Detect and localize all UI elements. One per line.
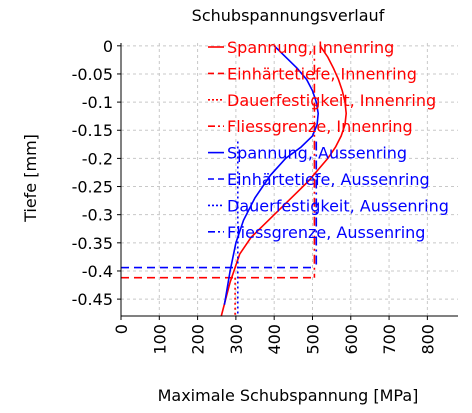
legend-label: Dauerfestigkeit, Innenring [227,91,436,110]
x-tick-label: 200 [189,324,208,355]
y-tick-label: -0.25 [72,178,113,197]
y-tick-label: -0.1 [82,93,113,112]
y-tick-label: -0.45 [72,290,113,309]
legend-label: Fliessgrenze, Aussenring [227,223,425,242]
y-tick-label: -0.35 [72,234,113,253]
series-line [223,45,320,305]
series-line [220,45,348,317]
x-tick-label: 500 [303,324,322,355]
y-tick-label: -0.15 [72,121,113,140]
y-tick-label: -0.05 [72,65,113,84]
x-tick-label: 400 [265,324,284,355]
x-tick-label: 300 [227,324,246,355]
y-tick-label: -0.4 [82,262,113,281]
legend-label: Dauerfestigkeit, Aussenring [227,196,449,215]
x-tick-label: 800 [418,324,437,355]
x-tick-label: 700 [380,324,399,355]
x-tick-label: 0 [112,324,131,334]
legend: Spannung, Innenring Einhärtetiefe, Innenr… [208,38,449,242]
y-tick-label: -0.3 [82,206,113,225]
grid-layer [120,43,458,316]
series-layer [121,45,348,317]
x-axis-label: Maximale Schubspannung [MPa] [158,386,419,405]
y-axis-label: Tiefe [mm] [21,134,40,223]
chart-title: Schubspannungsverlauf [192,6,385,25]
legend-label: Fliessgrenze, Innenring [227,117,413,136]
x-tick-label: 100 [150,324,169,355]
y-tick-label: 0 [103,37,113,56]
y-tick-label: -0.2 [82,149,113,168]
legend-label: Spannung, Innenring [227,38,394,57]
legend-label: Einhärtetiefe, Aussenring [227,170,430,189]
legend-label: Spannung, Aussenring [227,144,407,163]
x-tick-label: 600 [342,324,361,355]
axes-layer: 0 -0.05 -0.1 -0.15 -0.2 -0.25 -0.3 -0.35 -0.4 -0.… [72,37,458,355]
legend-label: Einhärtetiefe, Innenring [227,64,417,83]
